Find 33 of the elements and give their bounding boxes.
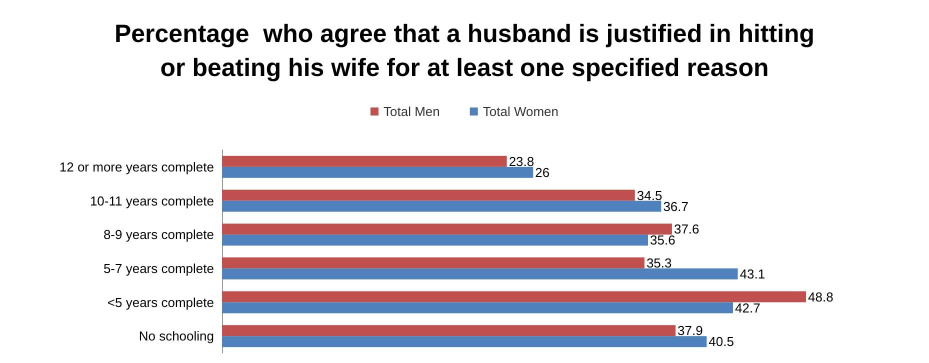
bar bbox=[222, 166, 534, 178]
chart-title: Percentage who agree that a husband is justified in hitting or beating his wife for at least one specified reason bbox=[114, 20, 815, 82]
y-tick-label: 10-11 years complete bbox=[90, 193, 214, 208]
y-tick-label: 5-7 years complete bbox=[103, 260, 214, 276]
y-tick-label: 12 or more years complete bbox=[59, 159, 214, 174]
data-label: 43.1 bbox=[740, 266, 766, 282]
bar bbox=[222, 224, 672, 235]
bar bbox=[222, 200, 662, 212]
bar bbox=[222, 156, 507, 167]
bar bbox=[222, 325, 676, 336]
y-tick-label: <5 years complete bbox=[107, 294, 214, 310]
data-label: 23.8 bbox=[508, 154, 534, 169]
data-label: 42.7 bbox=[735, 300, 760, 316]
bar bbox=[222, 302, 733, 314]
data-label: 40.5 bbox=[708, 334, 734, 350]
y-tick-label: 8-9 years complete bbox=[103, 227, 214, 242]
data-label: 48.8 bbox=[808, 289, 834, 304]
bar bbox=[222, 257, 644, 268]
data-label: 35.3 bbox=[646, 255, 672, 270]
y-tick-label: No schooling bbox=[138, 328, 214, 344]
data-label: 37.6 bbox=[674, 222, 700, 237]
bar bbox=[222, 291, 806, 302]
data-label: 37.9 bbox=[678, 323, 703, 338]
data-label: 35.6 bbox=[650, 232, 676, 248]
data-label: 36.7 bbox=[663, 198, 689, 214]
bar bbox=[222, 190, 635, 201]
bar bbox=[222, 268, 738, 280]
legend-label: Total Men bbox=[384, 104, 440, 119]
data-label: 34.5 bbox=[636, 188, 662, 203]
bar bbox=[222, 336, 707, 348]
data-label: 26 bbox=[535, 164, 550, 180]
legend-label: Total Women bbox=[482, 104, 559, 119]
bar bbox=[222, 234, 648, 246]
